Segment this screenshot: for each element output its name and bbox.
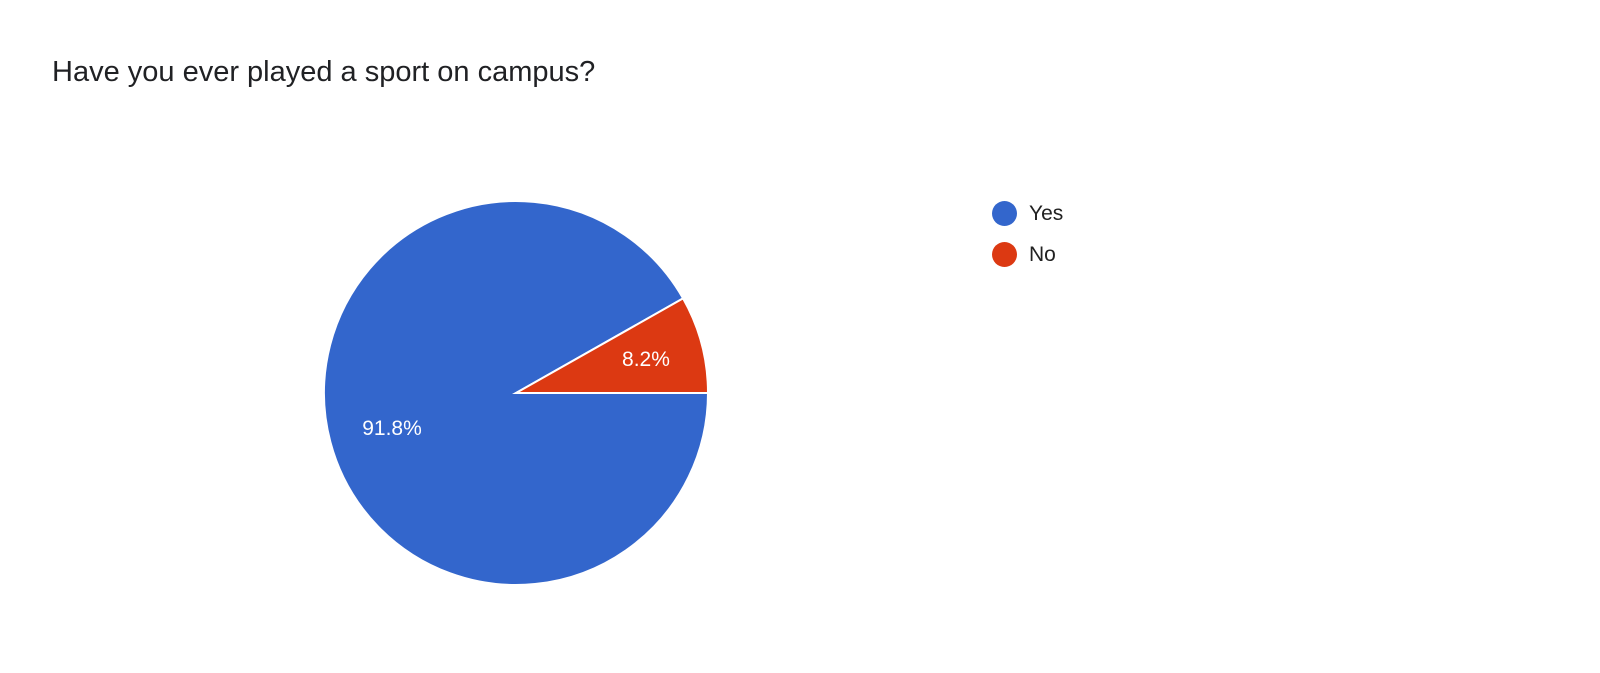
legend-item-no[interactable]: No (992, 242, 1056, 267)
pie-slice-no[interactable] (512, 297, 710, 394)
data-label-yes: 91.8% (362, 417, 422, 440)
legend-label: Yes (1029, 201, 1064, 225)
legend-swatch-icon (992, 242, 1017, 267)
data-label-no: 8.2% (622, 348, 670, 371)
chart-title: Have you ever played a sport on campus? (52, 56, 596, 88)
legend-swatch-icon (992, 201, 1017, 226)
legend-label: No (1029, 242, 1056, 266)
legend-item-yes[interactable]: Yes (992, 201, 1063, 226)
